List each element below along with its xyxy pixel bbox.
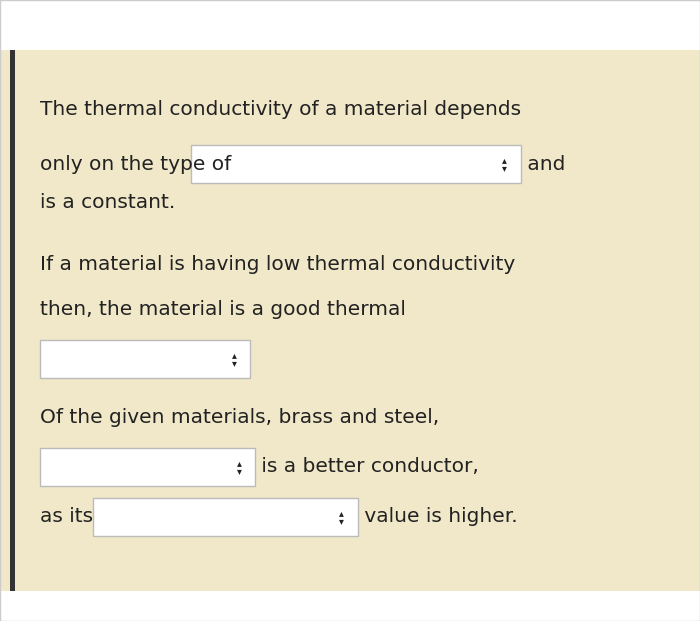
Text: If a material is having low thermal conductivity: If a material is having low thermal cond…: [40, 255, 515, 274]
Bar: [93, 498, 358, 536]
Text: ▾: ▾: [237, 466, 242, 476]
Bar: [0, 50, 700, 591]
Bar: [0, 591, 700, 621]
Text: ▾: ▾: [503, 163, 507, 173]
Bar: [0, 0, 700, 50]
Text: value is higher.: value is higher.: [358, 507, 517, 527]
Text: ▾: ▾: [340, 516, 344, 526]
Text: is a constant.: is a constant.: [40, 193, 175, 212]
Text: ▴: ▴: [503, 155, 507, 165]
Text: The thermal conductivity of a material depends: The thermal conductivity of a material d…: [40, 100, 521, 119]
Text: Of the given materials, brass and steel,: Of the given materials, brass and steel,: [40, 408, 440, 427]
Text: and: and: [521, 155, 565, 173]
Text: only on the type of: only on the type of: [40, 155, 237, 173]
Bar: [191, 145, 521, 183]
Text: ▴: ▴: [340, 508, 344, 518]
Bar: [40, 340, 250, 378]
Text: as its: as its: [40, 507, 99, 527]
Bar: [40, 448, 255, 486]
Bar: [10, 50, 15, 591]
Text: is a better conductor,: is a better conductor,: [255, 458, 479, 476]
Text: ▴: ▴: [237, 458, 242, 468]
Text: ▴: ▴: [232, 350, 237, 360]
Text: then, the material is a good thermal: then, the material is a good thermal: [40, 300, 406, 319]
Text: ▾: ▾: [232, 358, 237, 368]
